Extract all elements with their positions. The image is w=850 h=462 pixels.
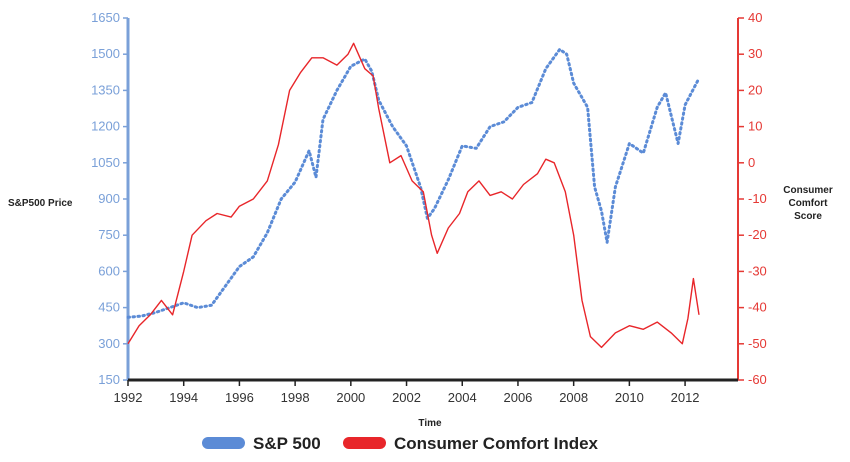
x-tick-label: 2000 xyxy=(336,390,365,405)
y-right-tick-label: 0 xyxy=(748,155,755,170)
legend-label-consumer-comfort: Consumer Comfort Index xyxy=(394,434,599,453)
y-right-tick-label: -60 xyxy=(748,372,767,387)
labels-layer: S&P500 Price Consumer Comfort Score Time… xyxy=(8,185,833,453)
y-right-tick-label: -10 xyxy=(748,191,767,206)
axes-layer: 15030045060075090010501200135015001650-6… xyxy=(91,10,767,405)
consumer-comfort-series-line xyxy=(127,42,700,349)
x-tick-label: 2004 xyxy=(448,390,477,405)
x-tick-label: 2006 xyxy=(503,390,532,405)
y-left-tick-label: 1650 xyxy=(91,10,120,25)
y-right-axis-title-line-3: Score xyxy=(794,211,822,222)
legend-label-sp500: S&P 500 xyxy=(253,434,321,453)
y-left-tick-label: 900 xyxy=(98,191,120,206)
y-right-tick-label: 40 xyxy=(748,10,762,25)
y-right-tick-label: 10 xyxy=(748,119,762,134)
x-tick-label: 1992 xyxy=(114,390,143,405)
y-left-tick-label: 150 xyxy=(98,372,120,387)
x-tick-label: 2012 xyxy=(671,390,700,405)
y-left-tick-label: 300 xyxy=(98,336,120,351)
sp500-series-line xyxy=(126,47,701,319)
series-layer xyxy=(126,42,701,349)
x-tick-label: 2002 xyxy=(392,390,421,405)
y-right-tick-label: -20 xyxy=(748,227,767,242)
y-right-axis-title-line-1: Consumer xyxy=(783,185,833,196)
y-left-tick-label: 1050 xyxy=(91,155,120,170)
x-axis-title: Time xyxy=(418,418,442,429)
y-left-tick-label: 1350 xyxy=(91,82,120,97)
y-right-tick-label: 30 xyxy=(748,46,762,61)
x-tick-label: 1998 xyxy=(281,390,310,405)
x-tick-label: 1994 xyxy=(169,390,198,405)
legend-swatch-sp500 xyxy=(202,437,245,449)
y-left-axis-title: S&P500 Price xyxy=(8,198,73,209)
y-right-tick-label: -50 xyxy=(748,336,767,351)
y-right-tick-label: -30 xyxy=(748,263,767,278)
x-tick-label: 1996 xyxy=(225,390,254,405)
y-left-tick-label: 1200 xyxy=(91,119,120,134)
x-tick-label: 2010 xyxy=(615,390,644,405)
x-tick-label: 2008 xyxy=(559,390,588,405)
y-right-tick-label: -40 xyxy=(748,300,767,315)
y-left-tick-label: 1500 xyxy=(91,46,120,61)
y-right-tick-label: 20 xyxy=(748,82,762,97)
y-right-axis-title-line-2: Comfort xyxy=(789,198,829,209)
y-left-tick-label: 750 xyxy=(98,227,120,242)
y-left-tick-label: 600 xyxy=(98,263,120,278)
legend-swatch-consumer-comfort xyxy=(343,437,386,449)
y-left-tick-label: 450 xyxy=(98,300,120,315)
